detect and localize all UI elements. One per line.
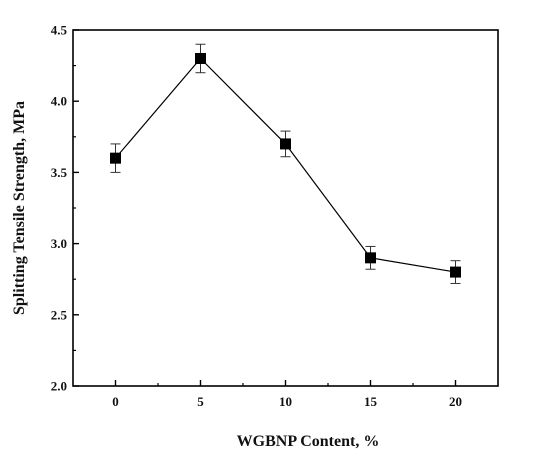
x-tick-label: 20	[449, 394, 462, 409]
x-axis-title: WGBNP Content, %	[237, 433, 380, 450]
y-tick-label: 2.0	[51, 379, 67, 394]
x-tick-label: 0	[112, 394, 119, 409]
y-tick-label: 3.0	[51, 236, 67, 251]
y-axis: 2.0 2.5 3.0 3.5 4.0 4.5	[51, 23, 79, 394]
x-tick-label: 10	[279, 394, 292, 409]
data-point	[110, 152, 121, 164]
series-line	[115, 57, 456, 273]
data-point	[365, 252, 376, 264]
y-tick-label: 4.5	[51, 23, 68, 38]
x-tick-label: 5	[197, 394, 204, 409]
data-point	[450, 266, 461, 278]
y-tick-label: 4.0	[51, 94, 67, 109]
y-axis-title: Splitting Tensile Strength, MPa	[11, 101, 28, 315]
data-point	[195, 52, 206, 64]
series-group	[110, 43, 461, 284]
y-tick-label: 2.5	[51, 307, 68, 322]
x-axis: 0 5 10 15 20	[112, 380, 462, 409]
x-tick-label: 15	[364, 394, 378, 409]
data-point	[280, 138, 291, 150]
y-tick-label: 3.5	[51, 165, 68, 180]
plot-frame	[72, 29, 499, 387]
